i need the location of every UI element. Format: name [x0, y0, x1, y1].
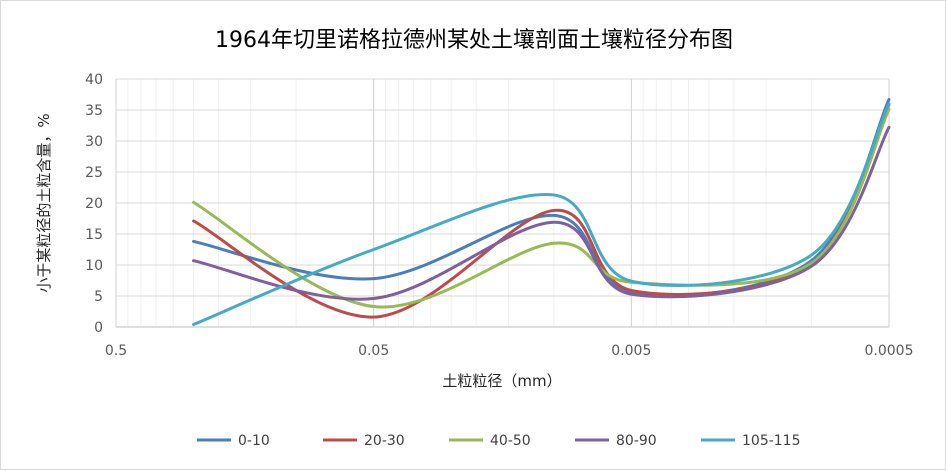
y-axis-title: 小于某粒径的土粒含量，% [35, 113, 53, 292]
series-line-105-115 [192, 102, 891, 327]
legend-label-40-50: 40-50 [490, 433, 531, 449]
x-tick-label: 0.005 [611, 343, 651, 359]
y-tick-label: 20 [85, 196, 103, 212]
x-tick-label: 0.05 [358, 343, 389, 359]
x-tick-label: 0.5 [105, 343, 127, 359]
series-line-40-50 [192, 107, 891, 309]
y-tick-label: 25 [85, 165, 103, 181]
y-tick-label: 10 [85, 258, 103, 274]
y-tick-label: 15 [85, 227, 103, 243]
y-tick-label: 5 [94, 289, 103, 305]
y-tick-label: 0 [94, 320, 103, 336]
series-line-20-30 [192, 102, 891, 319]
legend-label-0-10: 0-10 [238, 433, 270, 449]
y-tick-label: 40 [85, 72, 103, 88]
x-tick-label: 0.0005 [865, 343, 914, 359]
series-line-0-10 [192, 97, 891, 298]
legend-label-80-90: 80-90 [616, 433, 657, 449]
chart-title: 1964年切里诺格拉德州某处土壤剖面土壤粒径分布图 [215, 28, 733, 53]
y-tick-label: 35 [85, 103, 103, 119]
series-line-80-90 [192, 125, 891, 301]
x-axis-title: 土粒粒径（mm） [442, 372, 561, 390]
tick-labels: 0 5 10 15 20 25 30 35 40 0.5 0.05 0.005 0.0005 [85, 72, 913, 359]
y-tick-label: 30 [85, 134, 103, 150]
series-lines [192, 97, 891, 327]
legend: 0-10 20-30 40-50 80-90 105-115 [197, 433, 801, 449]
legend-label-20-30: 20-30 [364, 433, 405, 449]
legend-label-105-115: 105-115 [742, 433, 801, 449]
